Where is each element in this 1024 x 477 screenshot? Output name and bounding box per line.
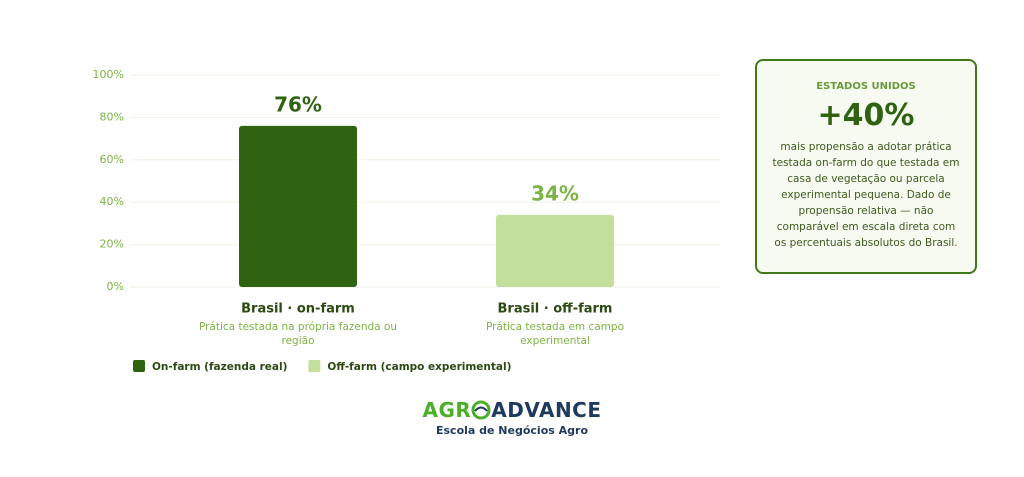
y-tick-label: 80% xyxy=(100,110,124,123)
info-card: ESTADOS UNIDOS +40% mais propensão a ado… xyxy=(755,59,977,274)
legend-swatch xyxy=(308,360,321,372)
legend-label: Off-farm (campo experimental) xyxy=(327,361,511,373)
y-tick-label: 100% xyxy=(93,68,124,81)
bar xyxy=(496,214,614,287)
legend-swatch xyxy=(133,360,145,372)
y-tick-label: 20% xyxy=(100,238,124,251)
card-text: mais propensão a adotar prática testada … xyxy=(772,141,960,249)
value-label: 34% xyxy=(531,181,579,205)
card-value: +40% xyxy=(817,98,915,133)
y-tick-label: 60% xyxy=(100,153,124,166)
x-tick-label: Brasil · off-farm xyxy=(498,302,613,317)
card-heading: ESTADOS UNIDOS xyxy=(816,81,916,92)
x-tick-label: Brasil · on-farm xyxy=(241,302,355,317)
logo-icon xyxy=(471,400,491,420)
logo: AGR ADVANCE Escola de Negócios Agro xyxy=(0,398,1024,437)
y-tick-label: 40% xyxy=(100,195,124,208)
category-note: Prática testada na própria fazenda ou re… xyxy=(198,321,398,347)
value-label: 76% xyxy=(274,92,322,116)
y-tick-label: 0% xyxy=(107,280,124,293)
logo-part2: ADVANCE xyxy=(491,398,602,422)
category-note: Prática testada em campo experimental xyxy=(485,321,625,347)
bar xyxy=(239,125,357,287)
logo-tagline: Escola de Negócios Agro xyxy=(435,424,589,437)
legend-label: On-farm (fazenda real) xyxy=(152,361,287,373)
logo-part1: AGR xyxy=(422,398,472,422)
